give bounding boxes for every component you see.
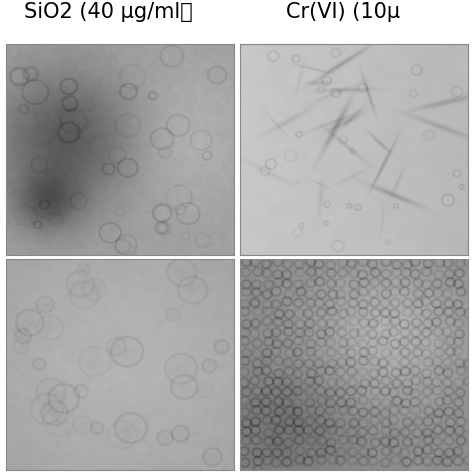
Text: Cr(VI) (10μ: Cr(VI) (10μ [286, 2, 400, 22]
Text: SiO2 (40 μg/ml）: SiO2 (40 μg/ml） [24, 2, 193, 22]
